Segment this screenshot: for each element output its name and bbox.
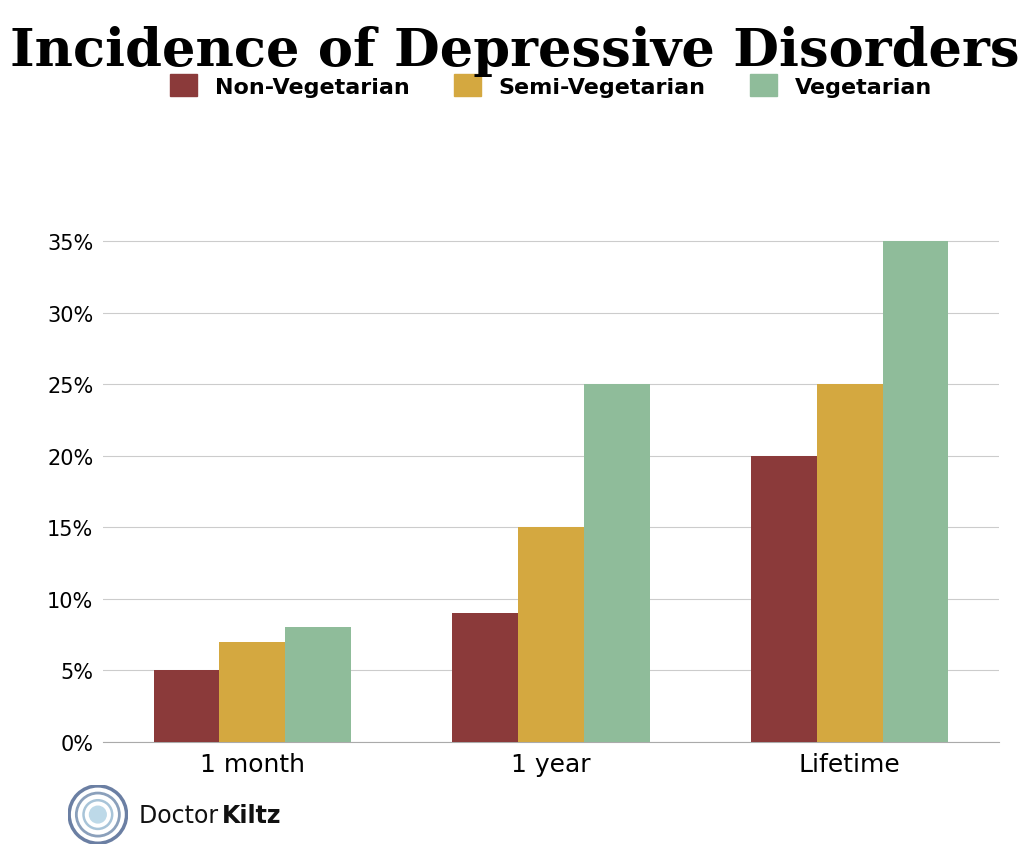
Bar — [518, 528, 584, 742]
Text: Incidence of Depressive Disorders: Incidence of Depressive Disorders — [10, 26, 1020, 77]
Bar — [817, 385, 883, 742]
Text: Kiltz: Kiltz — [221, 803, 281, 827]
Bar — [584, 385, 650, 742]
Bar — [219, 642, 285, 742]
Text: Doctor: Doctor — [139, 803, 226, 827]
Circle shape — [90, 806, 106, 823]
Bar — [285, 628, 351, 742]
Legend: Non-Vegetarian, Semi-Vegetarian, Vegetarian: Non-Vegetarian, Semi-Vegetarian, Vegetar… — [162, 66, 940, 107]
Bar — [452, 613, 518, 742]
Bar — [883, 242, 949, 742]
Bar — [751, 456, 817, 742]
Bar — [153, 670, 219, 742]
